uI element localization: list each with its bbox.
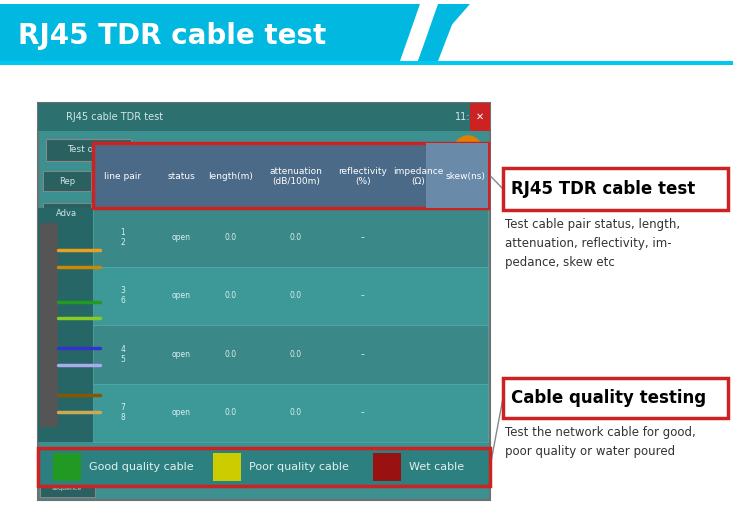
Text: Good quality cable: Good quality cable: [89, 462, 194, 472]
Polygon shape: [418, 4, 460, 61]
Text: RJ45 TDR cable test: RJ45 TDR cable test: [18, 23, 326, 51]
Text: impedance
(Ω): impedance (Ω): [393, 167, 443, 186]
Text: Poor quality cable: Poor quality cable: [249, 462, 349, 472]
FancyBboxPatch shape: [213, 453, 241, 481]
Text: reflectivity
(%): reflectivity (%): [339, 167, 388, 186]
Text: –: –: [361, 291, 365, 300]
FancyBboxPatch shape: [38, 103, 490, 131]
FancyBboxPatch shape: [53, 453, 81, 481]
FancyBboxPatch shape: [46, 139, 131, 161]
Text: –: –: [361, 350, 365, 359]
FancyBboxPatch shape: [93, 325, 488, 384]
Text: –: –: [361, 233, 365, 242]
Text: line pair: line pair: [104, 172, 141, 181]
FancyBboxPatch shape: [93, 143, 488, 208]
FancyBboxPatch shape: [93, 384, 488, 442]
Text: ✕: ✕: [476, 112, 484, 122]
Text: ?: ?: [464, 144, 472, 158]
Text: attenuation
(dB/100m): attenuation (dB/100m): [270, 167, 323, 186]
Text: –: –: [361, 408, 365, 417]
FancyBboxPatch shape: [38, 448, 490, 486]
Text: skew(ns): skew(ns): [445, 172, 485, 181]
Text: Test once: Test once: [67, 145, 110, 154]
Text: 11:14: 11:14: [455, 112, 483, 122]
Text: 0.0: 0.0: [225, 408, 237, 417]
FancyBboxPatch shape: [470, 103, 490, 131]
Text: 0.0: 0.0: [225, 291, 237, 300]
FancyBboxPatch shape: [40, 223, 58, 427]
Circle shape: [454, 136, 482, 164]
Text: 4
5: 4 5: [120, 345, 125, 364]
Text: 0.0: 0.0: [290, 408, 302, 417]
Text: 3
6: 3 6: [120, 286, 125, 306]
FancyBboxPatch shape: [503, 168, 728, 210]
Text: open: open: [172, 350, 191, 359]
FancyBboxPatch shape: [40, 447, 95, 469]
Text: Connectio...: Connectio...: [48, 455, 86, 461]
Text: Cable quality testing: Cable quality testing: [511, 389, 706, 407]
FancyBboxPatch shape: [93, 208, 488, 267]
FancyBboxPatch shape: [373, 453, 401, 481]
FancyBboxPatch shape: [43, 203, 91, 223]
Text: 0.0: 0.0: [290, 233, 302, 242]
Polygon shape: [400, 4, 438, 61]
Text: Rep: Rep: [59, 177, 75, 186]
Text: RJ45 cable TDR test: RJ45 cable TDR test: [66, 112, 163, 122]
FancyBboxPatch shape: [38, 103, 490, 500]
Text: length(m): length(m): [209, 172, 254, 181]
Text: RJ45 TDR cable test: RJ45 TDR cable test: [511, 180, 695, 198]
Text: 0.0: 0.0: [290, 291, 302, 300]
FancyBboxPatch shape: [0, 61, 733, 65]
FancyBboxPatch shape: [426, 143, 488, 208]
FancyBboxPatch shape: [38, 208, 95, 442]
Polygon shape: [0, 4, 470, 61]
Text: 0.0: 0.0: [225, 350, 237, 359]
FancyBboxPatch shape: [93, 267, 488, 325]
FancyBboxPatch shape: [503, 378, 728, 418]
Text: open: open: [172, 291, 191, 300]
Text: Test the network cable for good,
poor quality or water poured: Test the network cable for good, poor qu…: [505, 426, 696, 458]
Text: 7
8: 7 8: [120, 403, 125, 423]
Text: 0.0: 0.0: [290, 350, 302, 359]
FancyBboxPatch shape: [40, 475, 95, 497]
Text: Wet cable: Wet cable: [409, 462, 464, 472]
Text: 1
2: 1 2: [121, 228, 125, 247]
Text: Adva: Adva: [56, 209, 78, 218]
Text: Diagram d...
sequence: Diagram d... sequence: [48, 481, 86, 491]
FancyBboxPatch shape: [43, 171, 91, 191]
Text: 0.0: 0.0: [225, 233, 237, 242]
Text: status: status: [167, 172, 195, 181]
Text: Test cable pair status, length,
attenuation, reflectivity, im-
pedance, skew etc: Test cable pair status, length, attenuat…: [505, 218, 680, 269]
Text: open: open: [172, 233, 191, 242]
Text: open: open: [172, 408, 191, 417]
